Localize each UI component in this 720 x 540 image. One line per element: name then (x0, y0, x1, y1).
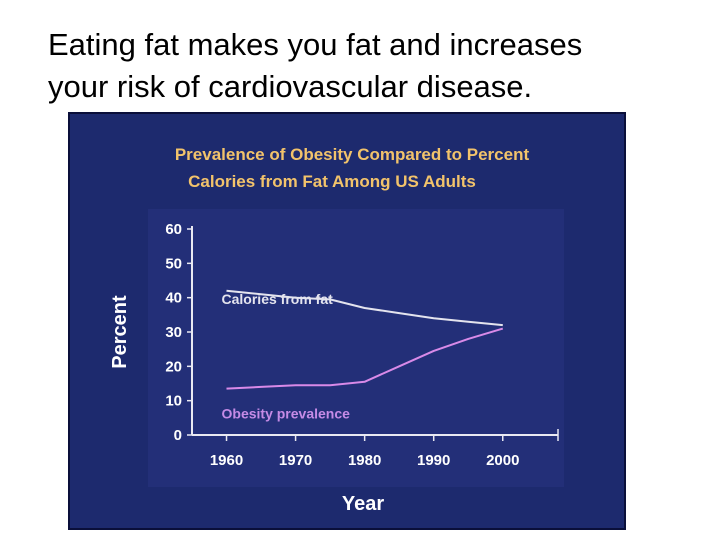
calories-from-fat-line (226, 289, 503, 327)
x-tick-label: 1990 (417, 452, 450, 469)
y-tick-label: 50 (165, 255, 182, 272)
slide-heading-line: Eating fat makes you fat and increases (48, 27, 583, 62)
x-tick-label: 2000 (486, 452, 519, 469)
chart-title: Prevalence of Obesity Compared to Percen… (175, 145, 530, 191)
y-tick-label: 40 (165, 290, 182, 307)
line-chart: Prevalence of Obesity Compared to Percen… (109, 145, 564, 515)
x-tick-label: 1960 (210, 452, 243, 469)
y-tick-label: 30 (165, 324, 182, 341)
chart-title-line: Prevalence of Obesity Compared to Percen… (175, 145, 530, 164)
chart-image: Prevalence of Obesity Compared to Percen… (68, 112, 626, 530)
y-tick-label: 10 (165, 393, 182, 410)
calories-from-fat-label: Calories from fat (222, 291, 334, 307)
x-axis-title: Year (342, 493, 384, 515)
y-tick-label: 60 (165, 221, 182, 238)
y-tick-label: 20 (165, 358, 182, 375)
plot-area (148, 209, 564, 487)
obesity-prevalence-line (226, 327, 504, 390)
chart-title-line: Calories from Fat Among US Adults (188, 172, 476, 191)
axes: 0 10 20 30 40 50 60 1960 1970 1980 1990 2000 (165, 221, 559, 469)
y-axis-title: Percent (109, 295, 131, 369)
x-tick-label: 1980 (348, 452, 381, 469)
y-tick-label: 0 (174, 427, 182, 444)
x-tick-label: 1970 (279, 452, 312, 469)
obesity-prevalence-label: Obesity prevalence (222, 406, 351, 422)
series-layer: Calories from fat Obesity prevalence (222, 289, 504, 422)
slide-heading: Eating fat makes you fat and increases y… (48, 24, 708, 108)
slide-heading-line: your risk of cardiovascular disease. (48, 69, 533, 104)
